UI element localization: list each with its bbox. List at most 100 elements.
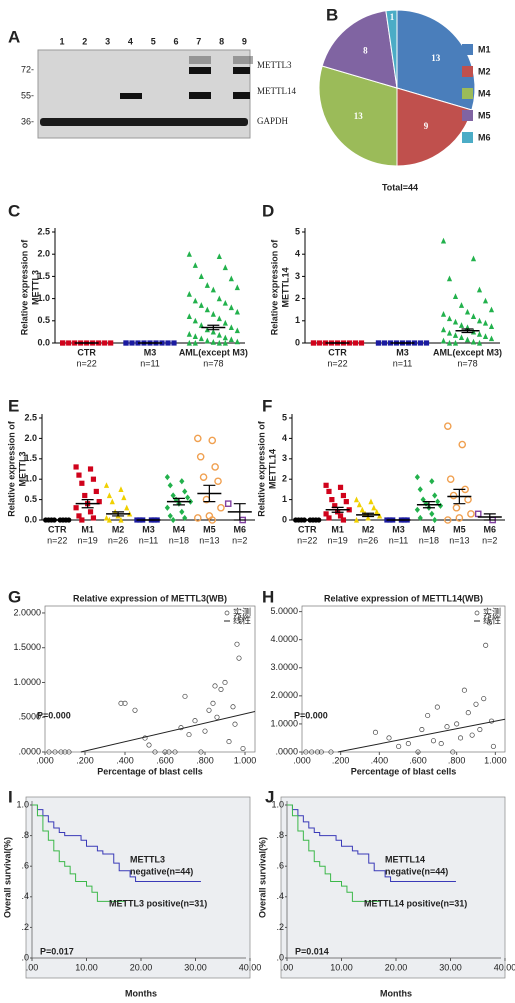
dot: [214, 477, 222, 486]
dot: [167, 512, 173, 520]
point: [234, 641, 240, 647]
error-bar: [483, 513, 496, 521]
y-tick-label: 1.5000: [13, 642, 41, 652]
dot: [353, 516, 360, 523]
dot: [196, 452, 205, 461]
dot: [420, 496, 426, 503]
y-tick-label: 2.0: [24, 433, 37, 443]
dot: [79, 480, 85, 486]
dot: [440, 311, 447, 317]
y-tick-label: 2.5: [24, 412, 37, 422]
x-tick-label: M4: [423, 524, 436, 534]
legend-swatch: [462, 132, 473, 143]
dot: [234, 338, 240, 345]
dot: [234, 284, 240, 291]
x-tick-label: CTR: [77, 347, 96, 357]
x-tick-label: 30.00: [184, 962, 207, 972]
x-axis-label: Percentage of blast cells: [351, 766, 457, 776]
dot: [476, 286, 483, 293]
band-label: GAPDH: [257, 116, 289, 126]
dot: [211, 463, 219, 471]
dot: [452, 332, 459, 338]
y-tick-label: 0: [295, 337, 300, 347]
dot: [216, 331, 222, 338]
dot: [170, 516, 176, 524]
y-tick-label: .0: [21, 952, 29, 962]
dot: [186, 313, 192, 319]
point: [66, 749, 72, 755]
panel-letter: E: [8, 396, 19, 415]
panel-letter: D: [262, 201, 274, 220]
point: [483, 642, 489, 648]
point: [218, 686, 224, 692]
point: [172, 749, 178, 755]
error-bar: [362, 512, 375, 518]
y-tick-label: 2.0000: [270, 690, 298, 700]
y-tick-label: .8: [276, 830, 284, 840]
y-tick-label: 1.5: [37, 271, 50, 281]
x-tick-label: M5: [203, 524, 216, 534]
dot: [208, 436, 217, 445]
marker-label: 55-: [21, 90, 34, 100]
dot: [123, 340, 129, 346]
x-tick-label: .000: [36, 755, 54, 765]
dot: [488, 335, 495, 342]
blot-image: [37, 49, 253, 139]
dot: [179, 508, 185, 515]
x-tick-label: M5: [453, 524, 466, 534]
n-label: n=22: [327, 358, 347, 368]
legend-label: M5: [478, 110, 491, 120]
dot: [482, 319, 489, 326]
dot: [118, 516, 124, 523]
dot: [102, 340, 108, 346]
y-tick-label: 0.0: [37, 337, 50, 347]
point: [318, 749, 324, 755]
dot: [210, 286, 216, 293]
dot: [464, 308, 471, 315]
dot: [337, 513, 344, 519]
x-tick-label: AML(except M3): [179, 347, 248, 357]
dot: [234, 327, 240, 334]
dot: [340, 492, 347, 499]
x-axis-label: Months: [125, 988, 157, 998]
panel-letter: G: [8, 587, 21, 606]
y-tick-label: 1.0000: [13, 677, 41, 687]
dot: [452, 293, 459, 299]
point: [222, 679, 228, 686]
point: [303, 749, 309, 755]
y-axis-label: Relative expression of: [256, 420, 266, 517]
dot: [476, 317, 483, 324]
curve-label: METTL3 positive(n=31): [109, 898, 207, 908]
y-tick-label: 3.0000: [270, 662, 298, 672]
panel-letter: I: [8, 787, 13, 806]
point: [146, 742, 152, 748]
point: [230, 704, 236, 710]
dot: [204, 282, 210, 288]
curve-label: METTL14 positive(n=31): [364, 898, 467, 908]
dot: [192, 339, 198, 346]
dot: [73, 464, 79, 470]
dot: [216, 295, 222, 302]
dot: [482, 333, 489, 339]
point: [450, 749, 456, 755]
error-bar: [331, 506, 344, 513]
survival-curve: [287, 804, 380, 902]
curve-label: negative(n=44): [385, 866, 448, 876]
annotation: P=0.000: [294, 710, 328, 720]
dot: [198, 302, 204, 308]
panel-letter: H: [262, 587, 274, 606]
point: [240, 745, 246, 752]
point: [425, 712, 431, 719]
point: [486, 620, 493, 626]
panel-letter: F: [262, 396, 272, 415]
slice-label: 8: [363, 46, 368, 56]
point: [232, 721, 238, 727]
point: [314, 749, 321, 755]
lane-label: 9: [242, 36, 247, 46]
n-label: n=2: [232, 535, 247, 545]
dot: [374, 508, 380, 515]
y-tick-label: 0: [282, 514, 287, 524]
y-tick-label: 0.5: [24, 494, 37, 504]
dot: [326, 515, 332, 521]
y-tick-label: 2: [295, 293, 300, 303]
